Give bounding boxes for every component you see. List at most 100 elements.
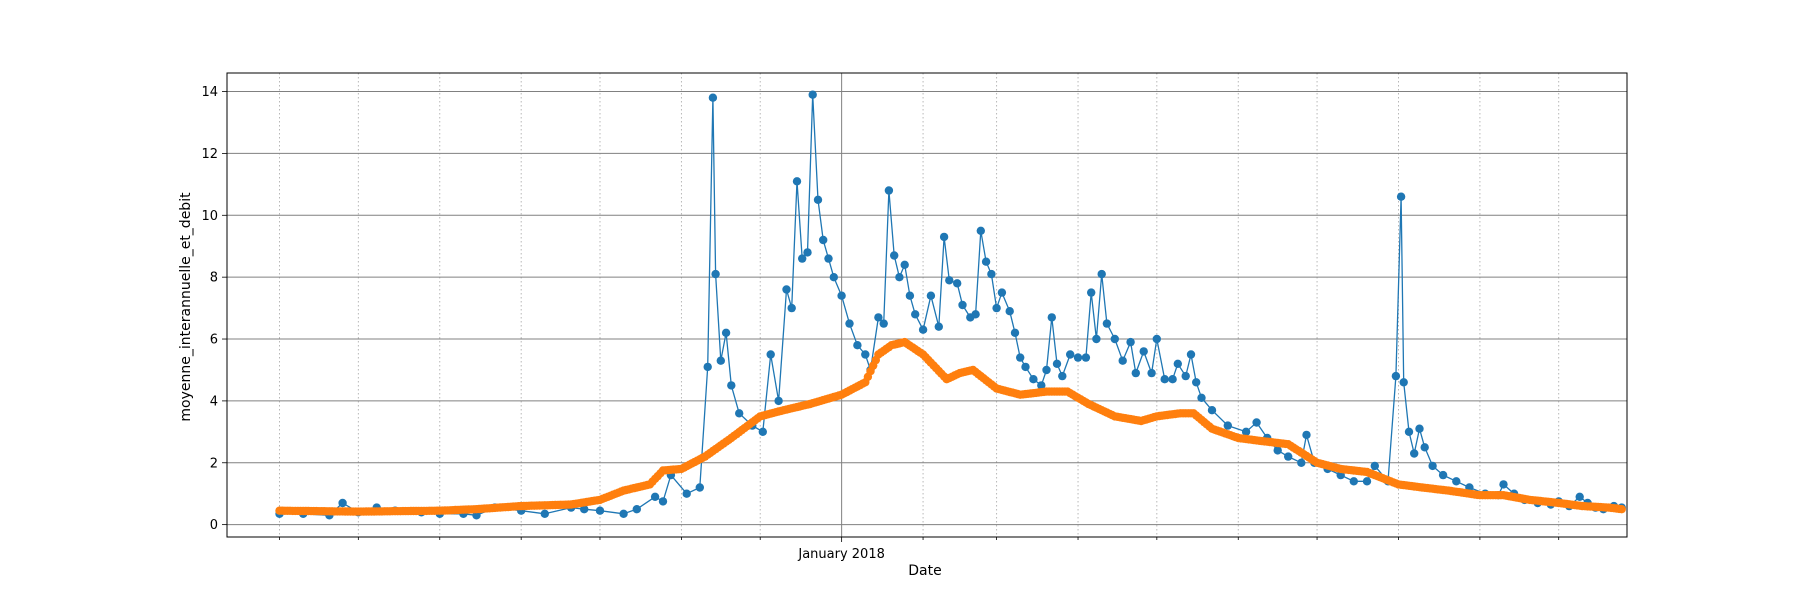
series-1-point	[981, 257, 991, 266]
series-1-point	[945, 276, 954, 285]
series-1-point	[721, 328, 731, 337]
series-1-point	[861, 350, 870, 359]
y-tick-label: 2	[210, 456, 218, 471]
series-1-line	[279, 94, 1622, 516]
series-1-point	[1173, 359, 1183, 368]
series-1-point	[595, 506, 605, 515]
series-1-point	[711, 269, 720, 279]
series-1-point	[1186, 350, 1196, 359]
series-1-point	[1168, 375, 1177, 384]
series-1-point	[1042, 365, 1051, 375]
plot-frame	[226, 72, 1628, 538]
series-1-point	[890, 251, 899, 260]
series-1-point	[997, 288, 1007, 297]
series-1-point	[787, 303, 796, 313]
series-1-point	[1297, 458, 1306, 467]
series-1-point	[905, 291, 915, 300]
series-1-point	[1284, 452, 1293, 461]
series-1-point	[837, 291, 846, 300]
series-1-point	[703, 362, 712, 372]
series-1-point	[695, 483, 704, 492]
series-1-point	[1147, 368, 1156, 378]
y-tick-label: 6	[210, 333, 218, 348]
series-1-point	[1273, 446, 1282, 455]
series-2	[275, 337, 1626, 516]
series-1-point	[1126, 337, 1135, 347]
series-1-point	[1410, 449, 1419, 458]
series-1-point	[1029, 375, 1038, 384]
series-1-point	[766, 350, 775, 359]
series-1-point	[1396, 192, 1406, 201]
series-1-point	[632, 505, 641, 514]
y-tick-label: 10	[201, 209, 218, 224]
x-tick-label: January 2018	[797, 547, 885, 562]
series-1-point	[1415, 424, 1424, 433]
series-1-point	[1110, 334, 1120, 344]
series-1-point	[782, 285, 791, 294]
series-1-point	[774, 396, 783, 406]
series-1-point	[1052, 359, 1062, 368]
series-1-point	[792, 177, 802, 186]
series-1-point	[911, 310, 920, 319]
series-1-point	[1452, 477, 1461, 486]
series-1-point	[540, 509, 549, 518]
series-1-point	[1097, 269, 1106, 279]
series-1-point	[1197, 393, 1206, 402]
x-axis-label: Date	[908, 563, 941, 579]
series-1-point	[1252, 418, 1261, 427]
series-1-point	[1370, 461, 1380, 471]
series-1-point	[884, 186, 894, 195]
series-1-point	[1021, 362, 1030, 372]
series-1-point	[895, 273, 904, 282]
series-1-point	[1223, 421, 1233, 430]
series-1-point	[580, 505, 589, 514]
series-1-point	[1181, 371, 1190, 381]
series-1-point	[1391, 371, 1401, 381]
series-1-point	[1428, 461, 1437, 471]
series-1-point	[939, 232, 949, 242]
series-1-point	[1192, 378, 1201, 387]
y-tick-label: 4	[210, 394, 218, 409]
series-1-point	[1047, 313, 1057, 322]
series-1-point	[1037, 381, 1046, 390]
series-1-point	[900, 260, 909, 269]
series-1-point	[708, 93, 718, 102]
series-1-point	[1241, 427, 1251, 436]
series-1-point	[650, 492, 660, 501]
series-1-point	[934, 322, 943, 331]
series-layer	[275, 90, 1626, 520]
series-1-point	[1087, 288, 1096, 297]
series-1-point	[958, 300, 967, 310]
series-1-point	[829, 273, 838, 282]
series-1-point	[1349, 477, 1359, 486]
series-1-point	[976, 226, 985, 235]
series-1-point	[1438, 470, 1448, 480]
series-1-point	[1102, 319, 1112, 328]
series-1-point	[798, 254, 807, 263]
series-1-point	[1016, 353, 1025, 362]
series-1-point	[853, 341, 862, 350]
grid-layer	[227, 73, 1627, 537]
series-1-point	[813, 195, 823, 204]
series-1-point	[619, 509, 628, 518]
y-tick-label: 14	[201, 85, 218, 100]
series-1	[275, 90, 1626, 520]
y-tick-label: 12	[201, 147, 218, 162]
y-tick-label: 0	[210, 518, 218, 533]
series-1-point	[1073, 353, 1083, 362]
series-1-point	[1139, 347, 1148, 356]
series-1-point	[824, 254, 833, 263]
series-1-point	[1499, 480, 1508, 489]
series-1-point	[682, 489, 691, 498]
series-1-point	[845, 319, 854, 328]
series-1-point	[1118, 356, 1127, 365]
series-1-point	[1131, 368, 1141, 378]
series-1-point	[874, 313, 883, 322]
series-1-point	[918, 325, 928, 334]
series-1-point	[1058, 371, 1067, 381]
series-1-point	[926, 291, 936, 300]
series-1-point	[1066, 350, 1075, 359]
series-1-point	[658, 497, 668, 506]
series-1-point	[727, 381, 736, 390]
